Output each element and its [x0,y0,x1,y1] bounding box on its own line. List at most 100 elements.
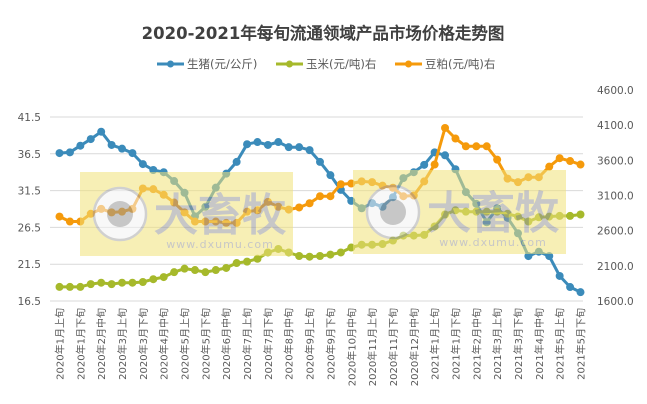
data-point [441,151,450,160]
data-point [76,141,85,150]
y-left-tick-label: 41.5 [18,112,41,124]
data-point [86,135,95,144]
x-tick-label: 2020年8月中旬 [283,308,296,380]
data-point [316,157,324,166]
data-point [253,254,262,263]
x-tick-label: 2020年6月中旬 [220,308,233,380]
data-point [232,259,241,268]
data-point [326,192,335,201]
data-point [524,252,533,261]
legend-label: 豆粕(元/吨)右 [425,57,495,71]
data-point [305,252,314,261]
data-point [243,140,252,149]
data-point [97,127,106,136]
data-point [55,212,64,221]
data-point [263,140,272,149]
x-tick-label: 2021年3月下旬 [512,308,525,380]
x-tick-label: 2021年1月下旬 [449,308,462,380]
legend-marker [286,60,293,68]
y-left-tick-label: 31.5 [18,186,41,198]
watermark-eye [107,201,133,227]
data-point [295,143,304,152]
data-point [55,282,64,291]
x-axis: 2020年1月上旬 2020年1月下旬 2020年2月中旬 2020年3月上旬 2020… [54,308,588,386]
x-tick-label: 2021年2月中旬 [470,308,483,380]
y-left-tick-label: 26.5 [18,222,41,234]
y-right-tick-label: 2100.0 [597,261,634,273]
y-right-tick-label: 3100.0 [597,191,634,203]
x-tick-label: 2021年1月上旬 [429,308,442,380]
data-point [326,250,335,259]
data-point [65,282,74,291]
data-point [336,180,345,189]
x-tick-label: 2020年3月上旬 [116,308,129,380]
data-point [566,211,575,220]
x-tick-label: 2020年4月中旬 [158,308,171,380]
legend-label: 玉米(元/吨)右 [306,57,376,71]
x-tick-label: 2020年7月下旬 [262,308,275,380]
data-point [107,280,116,289]
x-tick-label: 2021年4月中旬 [533,308,546,380]
data-point [76,282,85,291]
data-point [441,123,450,132]
data-point [201,268,210,277]
legend: 生猪(元/公斤) 玉米(元/吨)右 豆粕(元/吨)右 [157,57,495,71]
watermark-eye [380,199,406,225]
data-point [149,165,158,174]
y-right-tick-label: 4100.0 [597,120,634,132]
data-point [128,149,137,158]
y-left-tick-label: 16.5 [18,296,41,308]
x-tick-label: 2020年5月下旬 [199,308,212,380]
data-point [305,199,314,208]
legend-marker [405,60,412,68]
data-point [138,278,147,287]
data-point [149,275,158,284]
x-tick-label: 2020年11月下旬 [387,308,400,386]
x-tick-label: 2020年7月上旬 [241,308,254,380]
x-tick-label: 2020年1月下旬 [74,308,87,380]
data-point [118,278,127,287]
data-point [316,251,324,260]
data-point [86,280,95,289]
data-point [316,192,324,201]
y-right-tick-label: 2600.0 [597,226,634,238]
data-point [232,157,241,166]
data-point [576,288,585,297]
data-point [128,278,137,287]
data-point [65,148,74,157]
x-tick-label: 2020年1月上旬 [54,308,67,380]
y-axis-left: 16.5 21.5 26.5 31.5 36.5 41.5 [18,112,41,308]
legend-label: 生猪(元/公斤) [187,57,257,71]
x-tick-label: 2021年3月上旬 [491,308,504,380]
x-tick-label: 2021年5月下旬 [575,308,588,380]
data-point [566,157,575,166]
data-point [243,257,252,266]
data-point [430,160,439,169]
y-left-tick-label: 21.5 [18,259,41,271]
data-point [190,266,199,275]
data-point [159,273,168,282]
watermark-url: www.dxumu.com [166,238,274,251]
data-point [118,144,127,153]
data-point [65,217,74,226]
data-point [493,155,502,164]
data-point [295,251,304,260]
data-point [420,160,429,169]
data-point [566,283,575,292]
data-point [180,264,189,273]
y-right-tick-label: 3600.0 [597,155,634,167]
data-point [482,142,491,151]
data-point [170,268,179,277]
x-tick-label: 2021年5月上旬 [554,308,567,380]
chart-title: 2020-2021年每旬流通领域产品市场价格走势图 [142,23,505,43]
data-point [305,146,314,155]
data-point [576,160,585,169]
data-point [326,171,335,180]
watermark-brand: 大畜牧 [427,188,560,239]
x-tick-label: 2020年10月中旬 [345,308,358,386]
data-point [555,154,564,163]
data-point [461,142,470,151]
